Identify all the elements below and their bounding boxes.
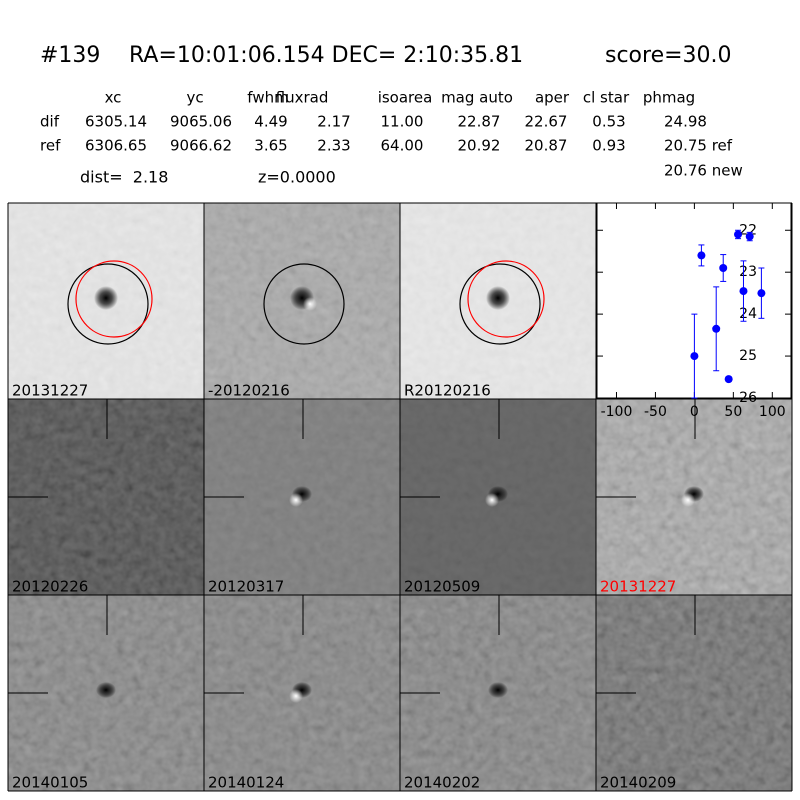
cell: 9065.06 [170, 113, 232, 131]
stamp-label: 20140105 [12, 774, 88, 792]
x-tick-label: 50 [724, 404, 742, 420]
column-header: fluxrad [276, 89, 329, 107]
column-header: aper [535, 89, 570, 107]
cell: 20.92 [458, 137, 501, 155]
data-point [739, 287, 748, 296]
data-point [724, 375, 733, 384]
stamp: 20140209 [596, 595, 792, 792]
data-point [690, 352, 699, 361]
y-tick-label: 26 [739, 390, 757, 406]
aperture [67, 263, 149, 345]
column-header: cl star [583, 89, 630, 107]
data-point [745, 232, 754, 241]
x-tick-label: 100 [759, 404, 786, 420]
cell: 2.17 [317, 113, 350, 131]
cell: 22.87 [458, 113, 501, 131]
cell: 64.00 [381, 137, 424, 155]
phmag-new: 20.76 new [664, 162, 743, 180]
stamp: 20140124 [204, 595, 400, 792]
stamp: 20131227 [596, 399, 792, 596]
cell: 6305.14 [85, 113, 147, 131]
column-header: fwhm [247, 89, 288, 107]
column-header: xc [105, 89, 122, 107]
x-tick-label: 0 [690, 404, 699, 420]
candidate-id: #139 [40, 43, 100, 68]
stamp: 20131227 [8, 203, 204, 400]
redshift: z=0.0000 [258, 168, 336, 187]
aperture [459, 263, 541, 345]
x-tick-label: -100 [601, 404, 633, 420]
cell: 11.00 [381, 113, 424, 131]
cell: 20.75 ref [664, 137, 733, 155]
stamp-label: 20131227 [600, 578, 676, 596]
cell: 2.33 [317, 137, 350, 155]
row-label: ref [40, 137, 61, 155]
stamp-label: 20140124 [208, 774, 284, 792]
source [94, 286, 118, 310]
source [488, 682, 508, 698]
source-residual [289, 689, 303, 703]
score: score=30.0 [605, 43, 732, 68]
stamp-label: 20120509 [404, 578, 480, 596]
stamp: 20140105 [8, 595, 204, 792]
stamp: 20120226 [8, 399, 204, 596]
stamp: -20120216 [204, 203, 400, 400]
stamp-label: 20131227 [12, 382, 88, 400]
row-label: dif [40, 113, 60, 131]
cell: 3.65 [254, 137, 287, 155]
data-point [757, 289, 766, 298]
source [96, 682, 116, 698]
dist: dist= 2.18 [80, 168, 168, 187]
source-residual [485, 493, 499, 507]
stamp-label: 20140202 [404, 774, 480, 792]
source-residual [303, 297, 317, 311]
coordinates: RA=10:01:06.154 DEC= 2:10:35.81 [129, 43, 523, 68]
stamp: 20120509 [400, 399, 596, 596]
data-point [734, 230, 743, 239]
cell: 4.49 [254, 113, 287, 131]
stamp-label: R20120216 [404, 382, 491, 400]
cell: 20.87 [525, 137, 568, 155]
y-tick-label: 25 [739, 348, 757, 364]
data-point [712, 324, 721, 333]
aperture-ref [467, 260, 545, 338]
column-header: yc [186, 89, 203, 107]
source-residual [681, 493, 695, 507]
source-residual [289, 493, 303, 507]
cell: 9066.62 [170, 137, 232, 155]
source [486, 286, 510, 310]
stamp-label: 20120317 [208, 578, 284, 596]
column-header: isoarea [378, 89, 433, 107]
aperture [263, 263, 345, 345]
stamp: 20140202 [400, 595, 596, 792]
x-tick-label: -50 [644, 404, 667, 420]
column-header: phmag [643, 89, 695, 107]
stamp: 20120317 [204, 399, 400, 596]
y-tick-label: 24 [739, 306, 757, 322]
cell: 6306.65 [85, 137, 147, 155]
cell: 0.93 [592, 137, 625, 155]
cell: 24.98 [664, 113, 707, 131]
stamps: 20131227 -20120216 R20120216 20120226 201203… [7, 202, 793, 792]
column-header: mag auto [441, 89, 513, 107]
cell: 22.67 [525, 113, 568, 131]
stamp-label: -20120216 [208, 382, 290, 400]
stamp-label: 20140209 [600, 774, 676, 792]
stamp: R20120216 [400, 203, 596, 400]
data-point [697, 251, 706, 260]
aperture-ref [75, 260, 153, 338]
stamp-label: 20120226 [12, 578, 88, 596]
cell: 0.53 [592, 113, 625, 131]
data-point [719, 264, 728, 272]
y-tick-label: 23 [739, 264, 757, 280]
